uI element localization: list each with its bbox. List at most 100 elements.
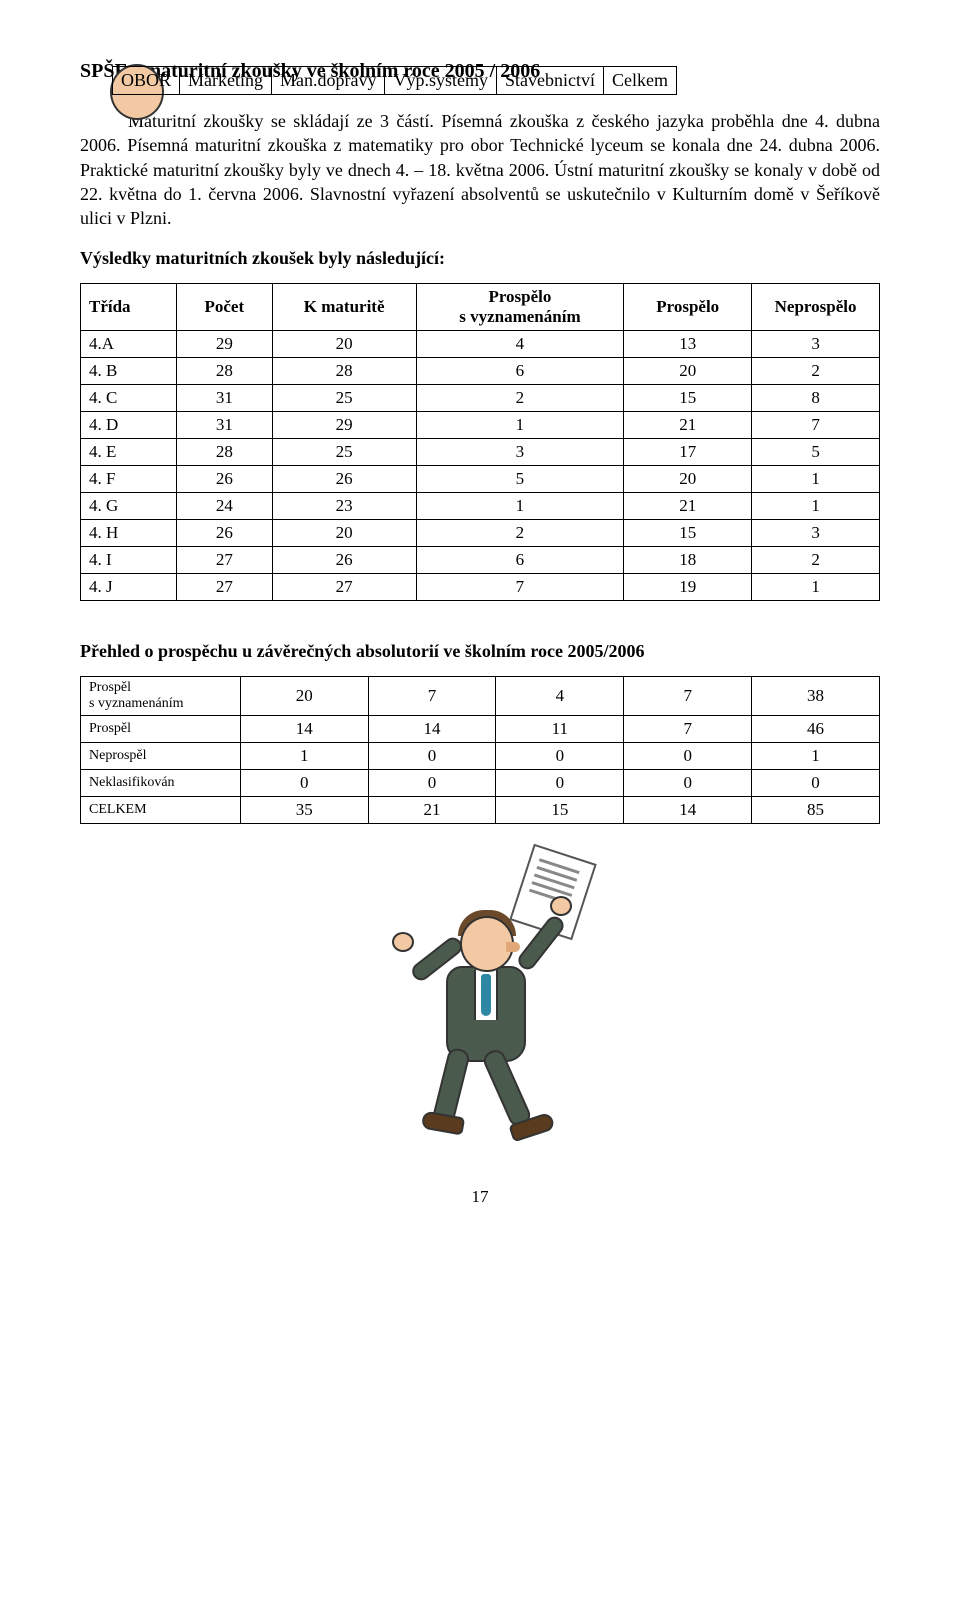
overview-table-body: OBORMarketingMan.dopravyVýp.systémyStave…: [81, 676, 880, 824]
table-cell: 3: [416, 439, 624, 466]
table-cell: 25: [272, 439, 416, 466]
table-row: 4. F26265201: [81, 466, 880, 493]
table-header-cell: OBOR: [113, 67, 180, 95]
row-label: Prospěls vyznamenáním: [81, 677, 241, 716]
table-row: 4. H26202153: [81, 520, 880, 547]
results-table: Třída Počet K maturitě Prospělo s vyznam…: [80, 283, 880, 601]
col-trida: Třída: [81, 284, 177, 331]
table-row: 4. C31252158: [81, 385, 880, 412]
table-cell: 20: [240, 677, 368, 716]
results-table-body: 4.A292041334. B282862024. C312521584. D3…: [81, 331, 880, 601]
table-cell: 23: [272, 493, 416, 520]
col-prospelo-vyzn-l2: s vyznamenáním: [425, 307, 616, 327]
table-cell: 3: [752, 331, 880, 358]
table-row: Neprospěl10001: [81, 743, 880, 770]
row-label: Neprospěl: [81, 743, 241, 770]
table-cell: 3: [752, 520, 880, 547]
table-cell: 20: [624, 466, 752, 493]
table-cell: 27: [272, 574, 416, 601]
table-cell: 0: [624, 743, 752, 770]
table-row: 4. D31291217: [81, 412, 880, 439]
table-cell: 29: [272, 412, 416, 439]
table-cell: 1: [752, 743, 880, 770]
table-cell: 4. B: [81, 358, 177, 385]
table-row: 4. J27277191: [81, 574, 880, 601]
table-cell: 26: [272, 547, 416, 574]
table-row: OBORMarketingMan.dopravyVýp.systémyStave…: [110, 64, 164, 120]
col-prospelo: Prospělo: [624, 284, 752, 331]
results-table-head: Třída Počet K maturitě Prospělo s vyznam…: [81, 284, 880, 331]
table-cell: 5: [752, 439, 880, 466]
table-cell: 2: [752, 358, 880, 385]
table-cell: 0: [624, 770, 752, 797]
table-cell: 15: [496, 797, 624, 824]
table-cell: 21: [624, 412, 752, 439]
table-cell: 1: [752, 493, 880, 520]
table-cell: 11: [496, 716, 624, 743]
table-cell: 4. J: [81, 574, 177, 601]
table-cell: 35: [240, 797, 368, 824]
table-cell: 26: [272, 466, 416, 493]
table-cell: 28: [272, 358, 416, 385]
table-header-cell: Stavebnictví: [496, 67, 603, 95]
table-cell: 4. G: [81, 493, 177, 520]
table-cell: 7: [416, 574, 624, 601]
table-cell: 0: [496, 743, 624, 770]
table-cell: 14: [624, 797, 752, 824]
table-cell: 26: [176, 466, 272, 493]
table-cell: 0: [240, 770, 368, 797]
table-cell: 1: [752, 466, 880, 493]
overview-heading: Přehled o prospěchu u závěrečných absolu…: [80, 641, 880, 662]
table-cell: 20: [272, 331, 416, 358]
shoe-left: [421, 1111, 465, 1136]
table-cell: 6: [416, 547, 624, 574]
table-header-cell: Celkem: [603, 67, 676, 95]
table-cell: 20: [272, 520, 416, 547]
table-cell: 0: [496, 770, 624, 797]
table-cell: 0: [752, 770, 880, 797]
table-header-cell: Man.dopravy: [272, 67, 385, 95]
table-cell: 4.A: [81, 331, 177, 358]
table-cell: 38: [752, 677, 880, 716]
page-number: 17: [80, 1187, 880, 1207]
table-cell: 7: [624, 716, 752, 743]
table-cell: 4: [496, 677, 624, 716]
table-cell: 2: [416, 520, 624, 547]
table-cell: 17: [624, 439, 752, 466]
table-cell: 7: [752, 412, 880, 439]
table-cell: 85: [752, 797, 880, 824]
table-cell: 0: [368, 770, 496, 797]
results-heading: Výsledky maturitních zkoušek byly násled…: [80, 248, 880, 269]
table-cell: 29: [176, 331, 272, 358]
table-cell: 31: [176, 412, 272, 439]
table-cell: 4. D: [81, 412, 177, 439]
hand-left: [392, 932, 414, 952]
table-cell: 2: [752, 547, 880, 574]
table-cell: 28: [176, 358, 272, 385]
illustration-wrap: [80, 852, 880, 1157]
row-label: Prospěl: [81, 716, 241, 743]
col-pocet: Počet: [176, 284, 272, 331]
table-cell: 4. F: [81, 466, 177, 493]
table-cell: 14: [368, 716, 496, 743]
col-kmaturite: K maturitě: [272, 284, 416, 331]
table-header-cell: Výp.systémy: [385, 67, 497, 95]
table-cell: 7: [368, 677, 496, 716]
table-cell: 21: [368, 797, 496, 824]
table-cell: 15: [624, 520, 752, 547]
table-cell: 6: [416, 358, 624, 385]
table-cell: 46: [752, 716, 880, 743]
table-cell: 28: [176, 439, 272, 466]
table-cell: 1: [752, 574, 880, 601]
table-cell: 8: [752, 385, 880, 412]
table-cell: 19: [624, 574, 752, 601]
table-row: 4.A29204133: [81, 331, 880, 358]
col-prospelo-vyzn: Prospělo s vyznamenáním: [416, 284, 624, 331]
table-cell: 26: [176, 520, 272, 547]
table-cell: 4. C: [81, 385, 177, 412]
table-cell: 18: [624, 547, 752, 574]
tie: [481, 974, 491, 1016]
intro-paragraph: Maturitní zkoušky se skládají ze 3 částí…: [80, 109, 880, 230]
table-cell: 15: [624, 385, 752, 412]
table-cell: 5: [416, 466, 624, 493]
